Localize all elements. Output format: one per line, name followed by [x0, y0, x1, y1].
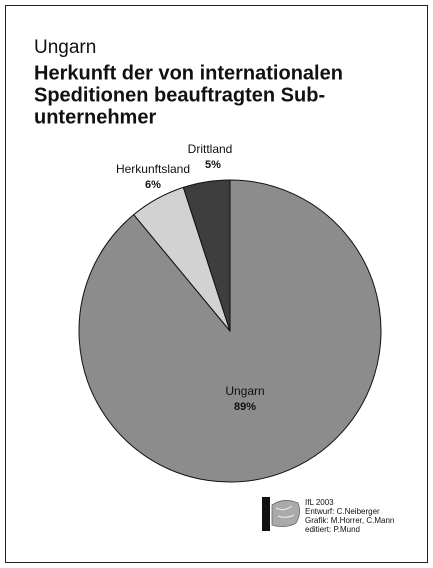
credit-line: editiert: P.Mund: [305, 525, 360, 534]
slice-value-label: 5%: [205, 159, 221, 171]
pie-slice: [78, 179, 382, 483]
slice-label: Herkunftsland: [116, 162, 190, 176]
pie-slice: [182, 179, 231, 332]
credit-line: Entwurf: C.Neiberger: [305, 507, 380, 516]
credit-line: Grafik: M.Horrer, C.Mann: [305, 516, 394, 525]
slice-label: Ungarn: [225, 384, 264, 398]
chart-subtitle: Ungarn: [34, 37, 96, 58]
chart-title: Speditionen beauftragten Sub-: [34, 84, 325, 106]
footer-logo: [262, 497, 300, 531]
slice-value-label: 6%: [145, 179, 161, 191]
slice-label: Drittland: [188, 142, 233, 156]
chart-title: Herkunft der von internationalen: [34, 62, 343, 84]
credit-line: IfL 2003: [305, 498, 334, 507]
chart-title: unternehmer: [34, 106, 156, 128]
slice-value-label: 89%: [234, 401, 256, 413]
